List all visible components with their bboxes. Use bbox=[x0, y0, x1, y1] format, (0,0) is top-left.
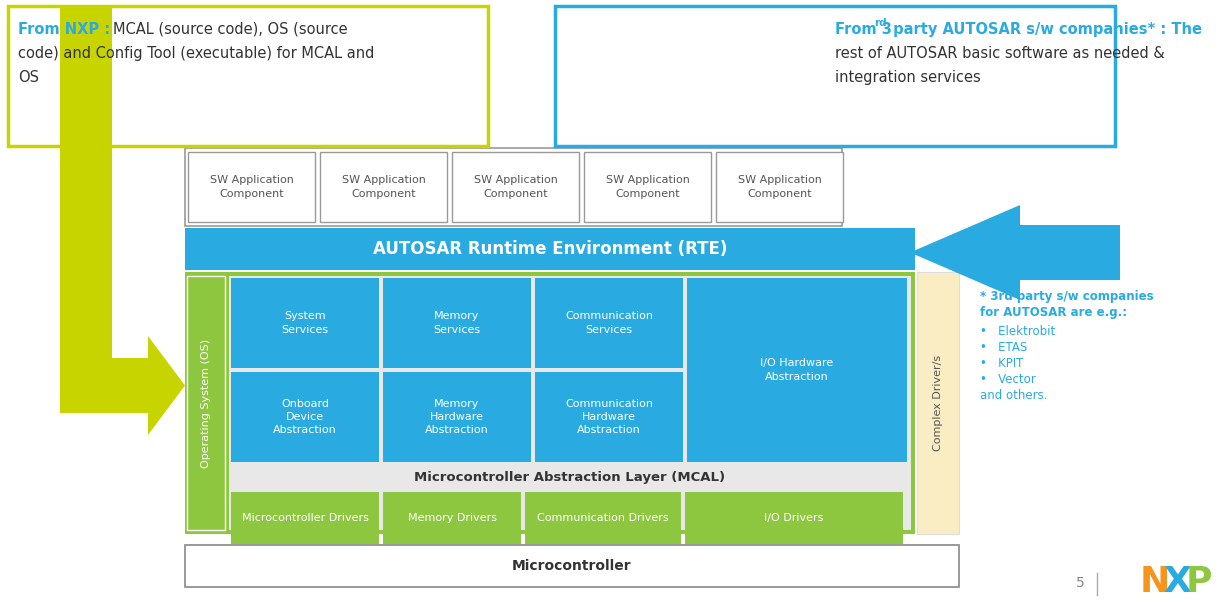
Bar bbox=[187, 276, 225, 530]
Bar bbox=[9, 6, 488, 146]
Bar bbox=[229, 276, 911, 530]
Bar bbox=[188, 152, 315, 222]
Bar bbox=[320, 152, 446, 222]
Text: P: P bbox=[1186, 565, 1213, 599]
Text: I/O Drivers: I/O Drivers bbox=[764, 513, 824, 523]
Text: From NXP :: From NXP : bbox=[18, 22, 116, 37]
Text: Communication Drivers: Communication Drivers bbox=[538, 513, 669, 523]
Bar bbox=[688, 278, 907, 462]
Bar bbox=[535, 278, 683, 368]
Bar bbox=[716, 152, 843, 222]
Text: Microcontroller: Microcontroller bbox=[512, 559, 632, 573]
Text: •   ETAS: • ETAS bbox=[980, 341, 1027, 354]
Bar bbox=[383, 372, 531, 462]
Bar bbox=[184, 545, 959, 587]
Bar bbox=[383, 492, 522, 544]
Bar bbox=[231, 372, 379, 462]
Text: 5: 5 bbox=[1075, 576, 1085, 590]
Bar bbox=[535, 372, 683, 462]
Bar bbox=[918, 272, 959, 534]
Text: Memory
Hardware
Abstraction: Memory Hardware Abstraction bbox=[426, 399, 488, 435]
Bar bbox=[184, 228, 915, 270]
Text: •   KPIT: • KPIT bbox=[980, 357, 1023, 370]
Text: rest of AUTOSAR basic software as needed &: rest of AUTOSAR basic software as needed… bbox=[835, 46, 1165, 61]
Text: Onboard
Device
Abstraction: Onboard Device Abstraction bbox=[273, 399, 337, 435]
Text: From 3: From 3 bbox=[835, 22, 892, 37]
Bar bbox=[60, 8, 112, 393]
Text: •   Vector: • Vector bbox=[980, 373, 1036, 386]
Text: SW Application
Component: SW Application Component bbox=[342, 175, 426, 199]
Text: MCAL (source code), OS (source: MCAL (source code), OS (source bbox=[113, 22, 348, 37]
Bar bbox=[451, 152, 579, 222]
Bar bbox=[685, 492, 903, 544]
Text: X: X bbox=[1164, 565, 1191, 599]
Text: SW Application
Component: SW Application Component bbox=[474, 175, 557, 199]
Text: •   Elektrobit: • Elektrobit bbox=[980, 325, 1055, 338]
Bar bbox=[525, 492, 681, 544]
Bar bbox=[383, 278, 531, 368]
Text: rd: rd bbox=[875, 18, 887, 28]
Text: I/O Hardware
Abstraction: I/O Hardware Abstraction bbox=[760, 358, 834, 382]
Text: SW Application
Component: SW Application Component bbox=[605, 175, 690, 199]
Bar bbox=[184, 272, 915, 534]
Text: integration services: integration services bbox=[835, 70, 980, 85]
Text: Communication
Services: Communication Services bbox=[565, 311, 653, 335]
Bar bbox=[555, 6, 1116, 146]
Polygon shape bbox=[60, 336, 184, 435]
Text: System
Services: System Services bbox=[282, 311, 328, 335]
Text: Microcontroller Abstraction Layer (MCAL): Microcontroller Abstraction Layer (MCAL) bbox=[415, 470, 726, 484]
Text: Operating System (OS): Operating System (OS) bbox=[200, 338, 212, 468]
Text: Memory Drivers: Memory Drivers bbox=[407, 513, 497, 523]
Text: Complex Driver/s: Complex Driver/s bbox=[934, 355, 943, 451]
Text: N: N bbox=[1140, 565, 1170, 599]
Bar bbox=[229, 466, 911, 488]
Text: Microcontroller Drivers: Microcontroller Drivers bbox=[241, 513, 369, 523]
Text: AUTOSAR Runtime Environment (RTE): AUTOSAR Runtime Environment (RTE) bbox=[373, 240, 727, 258]
Text: * 3rd party s/w companies: * 3rd party s/w companies bbox=[980, 290, 1154, 303]
Text: Memory
Services: Memory Services bbox=[433, 311, 481, 335]
Text: for AUTOSAR are e.g.:: for AUTOSAR are e.g.: bbox=[980, 306, 1127, 319]
Text: Communication
Hardware
Abstraction: Communication Hardware Abstraction bbox=[565, 399, 653, 435]
Text: OS: OS bbox=[18, 70, 39, 85]
Bar bbox=[584, 152, 711, 222]
Text: code) and Config Tool (executable) for MCAL and: code) and Config Tool (executable) for M… bbox=[18, 46, 374, 61]
Text: and others.: and others. bbox=[980, 389, 1048, 402]
Text: party AUTOSAR s/w companies* : The: party AUTOSAR s/w companies* : The bbox=[888, 22, 1202, 37]
Text: SW Application
Component: SW Application Component bbox=[209, 175, 294, 199]
Bar bbox=[231, 278, 379, 368]
Text: SW Application
Component: SW Application Component bbox=[738, 175, 822, 199]
Polygon shape bbox=[910, 205, 1121, 300]
Bar bbox=[231, 492, 379, 544]
Bar bbox=[184, 148, 843, 226]
